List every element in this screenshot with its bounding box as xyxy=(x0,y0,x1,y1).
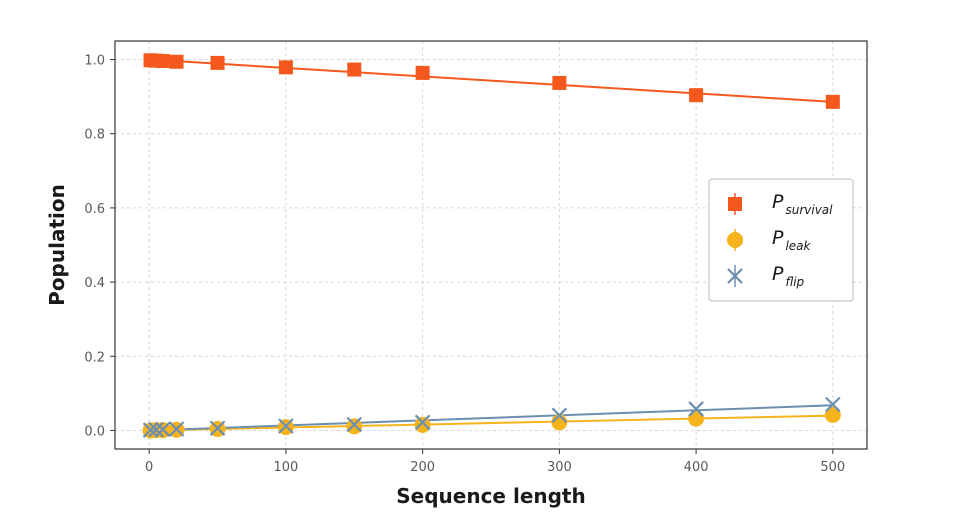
fit-line-flip xyxy=(150,404,833,432)
point-flip xyxy=(551,407,568,424)
legend-label-subscript: survival xyxy=(785,203,833,217)
point-survival xyxy=(689,88,704,103)
fit-line-leak xyxy=(150,414,833,432)
point-survival xyxy=(415,65,430,80)
legend-label-subscript: flip xyxy=(785,275,804,289)
x-axis-label: Sequence length xyxy=(396,484,585,508)
point-survival xyxy=(169,54,184,69)
x-tick-label: 400 xyxy=(684,460,709,475)
fit-lines xyxy=(150,58,833,432)
data-markers xyxy=(142,53,841,439)
x-tick-label: 100 xyxy=(273,460,298,475)
point-leak xyxy=(414,416,431,433)
point-flip xyxy=(278,418,294,434)
series-flip xyxy=(142,396,841,438)
legend-box xyxy=(708,178,854,302)
x-tick-label: 0 xyxy=(145,460,153,475)
y-tick-label: 1.0 xyxy=(84,54,105,69)
point-flip xyxy=(209,420,226,437)
point-flip xyxy=(825,396,841,413)
point-leak xyxy=(688,410,705,427)
x-ticks: 0 100 200 300 400 500 xyxy=(145,449,845,475)
fit-line-survival xyxy=(150,58,833,103)
point-flip xyxy=(168,421,185,437)
series-survival xyxy=(143,53,840,109)
point-flip xyxy=(688,401,704,417)
point-survival xyxy=(155,54,170,69)
legend-marker-survival xyxy=(728,197,742,211)
point-flip xyxy=(414,414,431,431)
y-tick-label: 0.0 xyxy=(84,424,105,439)
y-tick-label: 0.6 xyxy=(84,202,105,217)
point-flip xyxy=(148,421,164,438)
y-ticks: 0.0 0.2 0.4 0.6 0.8 1.0 xyxy=(84,54,115,439)
point-survival xyxy=(347,62,362,77)
legend-marker-leak xyxy=(727,232,743,248)
x-tick-label: 200 xyxy=(410,460,435,475)
point-survival xyxy=(210,55,225,70)
point-flip xyxy=(346,416,363,433)
y-tick-label: 0.2 xyxy=(84,350,105,365)
point-flip xyxy=(142,422,159,438)
legend-label-subscript: leak xyxy=(785,239,811,253)
point-leak xyxy=(346,418,363,435)
x-tick-label: 300 xyxy=(547,460,572,475)
y-axis-label: Population xyxy=(45,184,69,306)
point-survival xyxy=(552,75,567,90)
point-survival xyxy=(278,60,293,75)
y-tick-label: 0.8 xyxy=(84,128,105,143)
plot-frame xyxy=(114,40,868,450)
x-tick-label: 500 xyxy=(820,460,845,475)
point-flip xyxy=(155,421,171,438)
y-tick-label: 0.4 xyxy=(84,276,105,291)
point-survival xyxy=(825,94,840,109)
legend-marker-flip xyxy=(727,268,743,284)
point-leak xyxy=(824,406,841,423)
